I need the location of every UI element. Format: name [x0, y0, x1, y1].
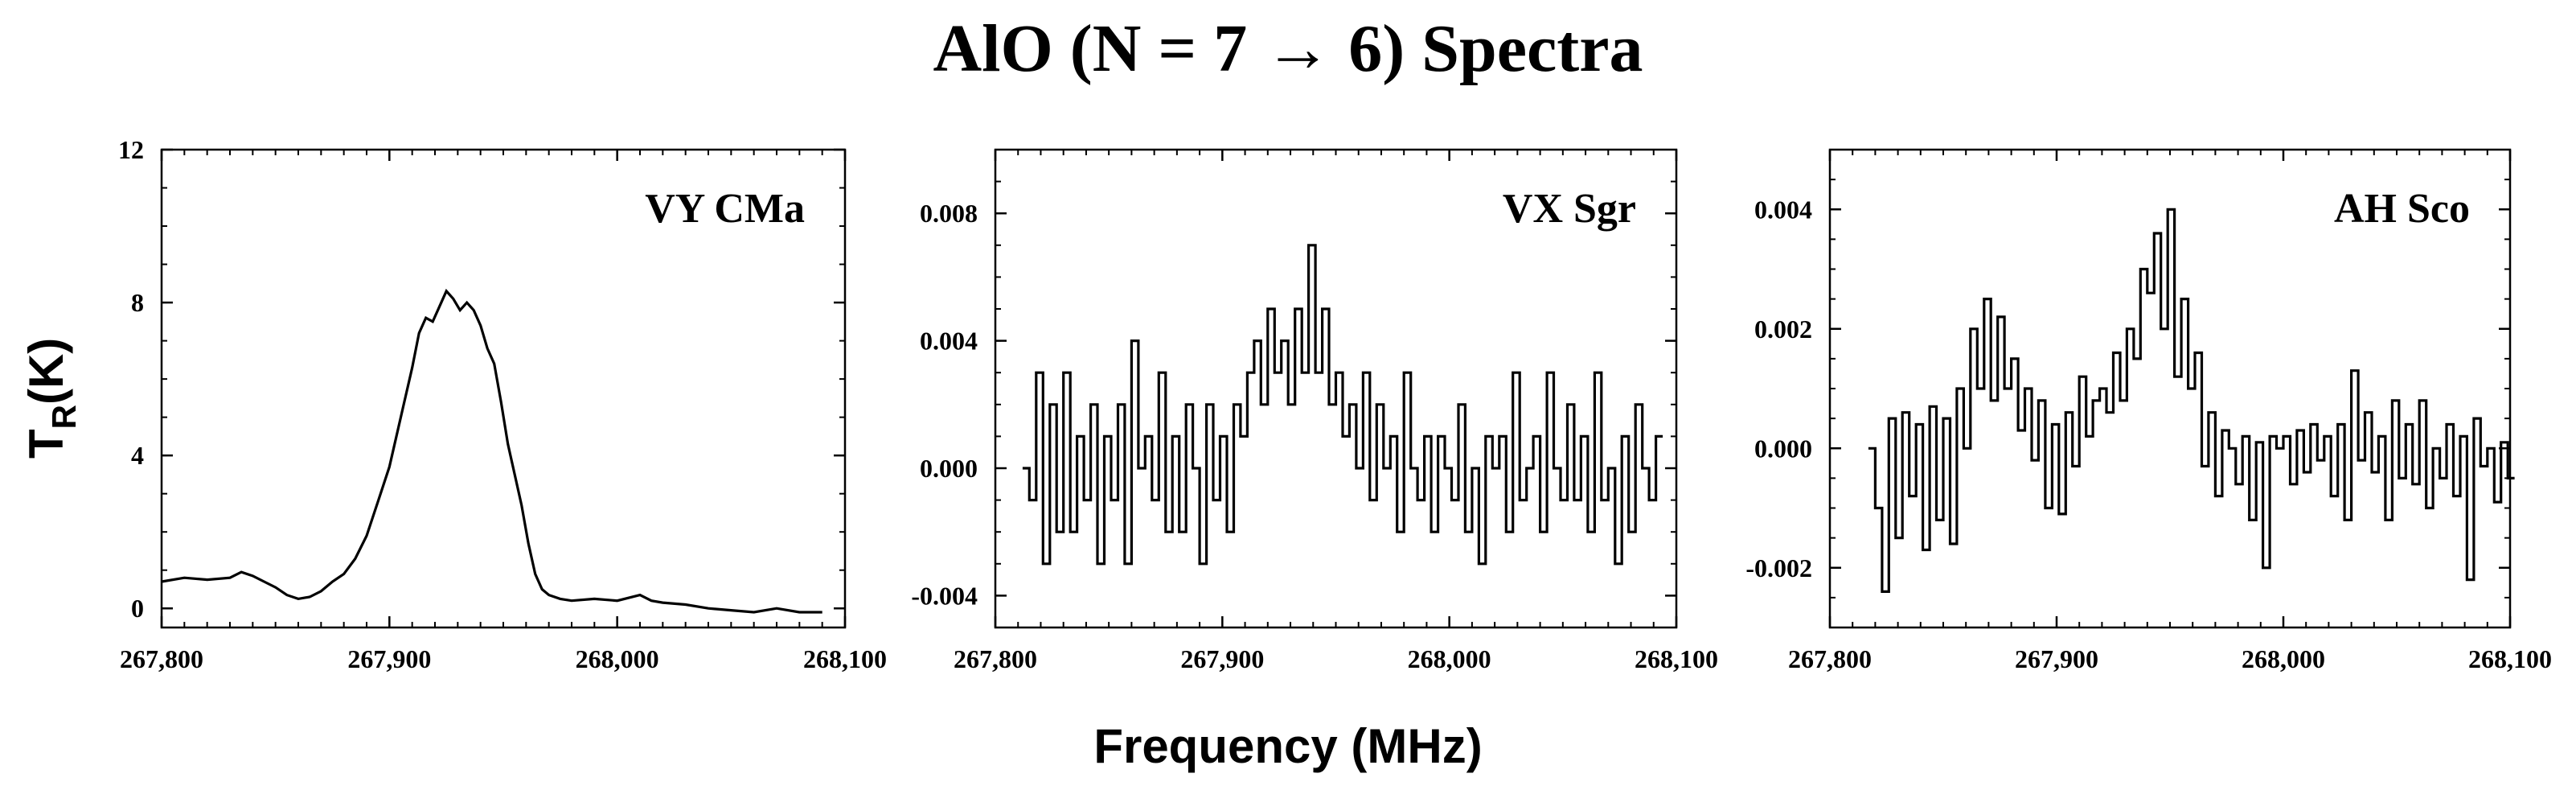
y-tick-label: 0.004: [920, 327, 978, 356]
panel-label-vx-sgr: VX Sgr: [1503, 186, 1636, 232]
x-tick-label: 267,800: [120, 644, 203, 673]
y-axis-label-text: TR(K): [19, 338, 83, 459]
y-tick-label: 0.000: [920, 454, 978, 483]
x-tick-label: 267,900: [2015, 644, 2098, 673]
series-line-vx-sgr: [1022, 244, 1663, 566]
x-tick-label: 267,800: [954, 644, 1037, 673]
x-tick-label: 268,000: [2242, 644, 2325, 673]
y-tick-label: -0.002: [1745, 553, 1812, 582]
y-axis-label: TR(K): [19, 338, 83, 459]
y-axis-label-main: T: [19, 429, 73, 459]
x-tick-label: 268,100: [803, 644, 887, 673]
x-tick-label: 267,800: [1788, 644, 1872, 673]
x-tick-label: 268,100: [2468, 644, 2552, 673]
y-tick-label: 0.004: [1754, 195, 1812, 224]
x-tick-label: 268,000: [576, 644, 659, 673]
x-tick-label: 268,000: [1408, 644, 1491, 673]
series-line-ah-sco: [1868, 208, 2515, 593]
series-line-vy-cma: [161, 288, 822, 614]
y-tick-label: 12: [118, 135, 144, 164]
y-tick-label: -0.004: [911, 581, 978, 610]
x-axis-label: Frequency (MHz): [1093, 719, 1482, 773]
panel-ah-sco: 267,800 267,900 268,000 268,100 -0.002 0.000 0…: [1745, 148, 2552, 673]
panel-label-ah-sco: AH Sco: [2334, 186, 2470, 232]
y-tick-label: 8: [131, 288, 144, 317]
panel-vy-cma: 267,800 267,900 268,000 268,100 0 4 8 12 VY CMa: [118, 135, 887, 673]
panel-vx-sgr: 267,800 267,900 268,000 268,100 -0.004 0.000 0…: [911, 148, 1718, 673]
y-axis-label-rest: (K): [19, 338, 73, 405]
panel-label-vy-cma: VY CMa: [645, 186, 805, 232]
y-tick-label: 0.000: [1754, 434, 1812, 463]
y-tick-label: 0.002: [1754, 315, 1812, 344]
x-tick-label: 267,900: [1180, 644, 1264, 673]
y-tick-label: 4: [131, 441, 144, 470]
figure-title: AlO (N = 7 → 6) Spectra: [933, 11, 1643, 86]
y-tick-label: 0: [131, 594, 144, 623]
y-tick-label: 0.008: [920, 199, 978, 228]
y-axis-label-subscript: R: [45, 405, 83, 429]
x-tick-label: 267,900: [347, 644, 431, 673]
x-tick-label: 268,100: [1635, 644, 1718, 673]
